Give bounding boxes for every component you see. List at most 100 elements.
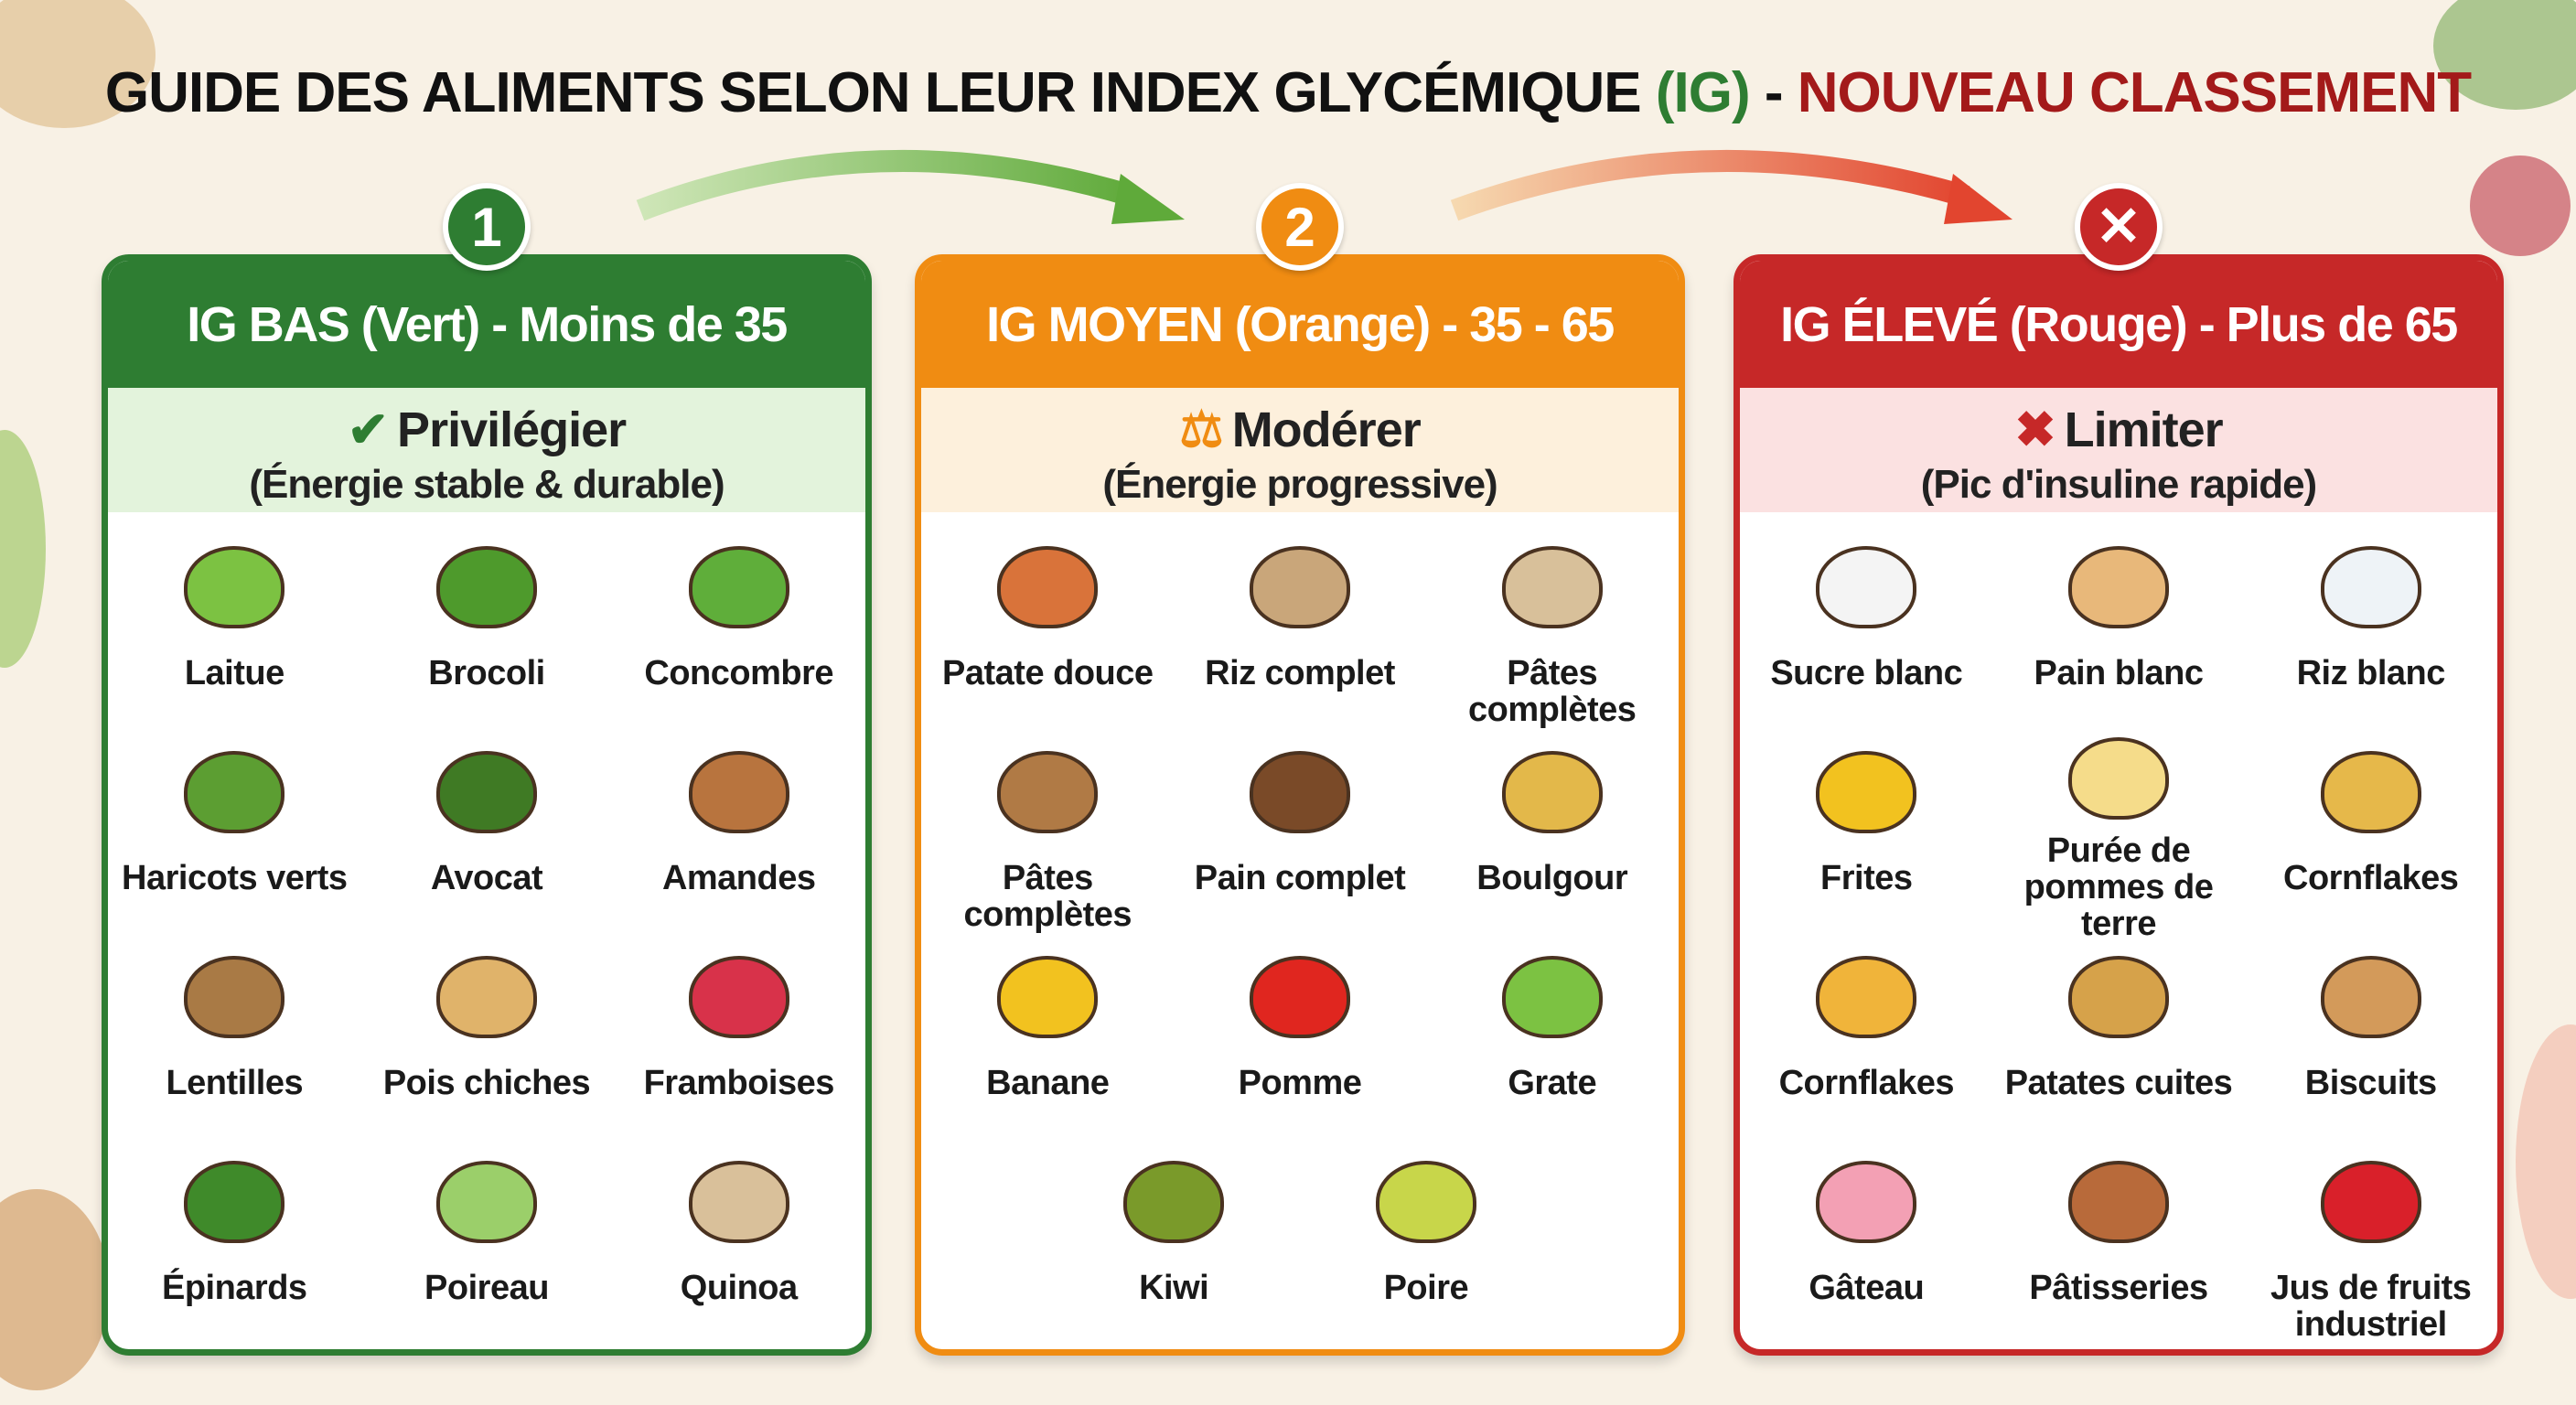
food-illustration-icon [1807, 532, 1926, 642]
food-item: Pomme [1174, 942, 1426, 1147]
food-item: Pain complet [1174, 737, 1426, 942]
food-label: Boulgour [1476, 859, 1628, 897]
food-label: Framboises [643, 1064, 835, 1102]
food-item: Boulgour [1426, 737, 1679, 942]
food-item: Pâtes complètes [921, 737, 1174, 942]
food-grid: Sucre blanc Pain blanc Riz blanc Frites Puré… [1740, 512, 2497, 1349]
food-illustration-icon [1493, 532, 1612, 642]
progression-arrows [636, 149, 2012, 224]
food-grid: Patate douce Riz complet Pâtes complètes Pâ… [921, 512, 1679, 1349]
food-item: Avocat [360, 737, 613, 942]
page-title: GUIDE DES ALIMENTS SELON LEUR INDEX GLYC… [0, 60, 2576, 125]
panel-header: IG BAS (Vert) - Moins de 35 [108, 261, 865, 388]
panel-subheader: ✖ Limiter (Pic d'insuline rapide) [1740, 388, 2497, 512]
step-badge-medium: 2 [1256, 183, 1344, 271]
food-item: Sucre blanc [1740, 532, 1992, 737]
food-illustration-icon [1114, 1147, 1233, 1257]
step-badge-high: ✕ [2075, 183, 2163, 271]
food-illustration-icon [680, 532, 799, 642]
food-illustration-icon [988, 942, 1107, 1052]
food-item: Poire [1300, 1147, 1552, 1349]
food-item: Lentilles [108, 942, 360, 1147]
decorative-peas [0, 430, 46, 668]
food-illustration-icon [1240, 532, 1359, 642]
food-label: Amandes [661, 859, 816, 897]
food-illustration-icon [2059, 942, 2178, 1052]
food-label: Jus de fruits industriel [2270, 1269, 2472, 1344]
food-item: Poireau [360, 1147, 613, 1349]
food-item: Jus de fruits industriel [2245, 1147, 2497, 1349]
food-label: Patates cuites [2004, 1064, 2233, 1102]
title-main: GUIDE DES ALIMENTS SELON LEUR INDEX GLYC… [104, 61, 1656, 124]
food-illustration-icon [175, 532, 294, 642]
panel-note: (Énergie stable & durable) [249, 462, 724, 507]
food-illustration-icon [175, 737, 294, 847]
food-item: Amandes [613, 737, 865, 942]
food-label: Haricots verts [122, 859, 348, 897]
food-item: Banane [921, 942, 1174, 1147]
food-label: Patate douce [942, 654, 1154, 692]
food-label: Avocat [430, 859, 543, 897]
food-label: Poire [1383, 1269, 1469, 1307]
food-illustration-icon [1807, 942, 1926, 1052]
food-item: Framboises [613, 942, 865, 1147]
food-item: Purée de pommes de terre [1992, 737, 2245, 942]
panel-header: IG ÉLEVÉ (Rouge) - Plus de 65 [1740, 261, 2497, 388]
panel-action: ✔ Privilégier [108, 401, 865, 458]
food-illustration-icon [1493, 737, 1612, 847]
food-label: Biscuits [2304, 1064, 2437, 1102]
panel-subheader: ✔ Privilégier (Énergie stable & durable) [108, 388, 865, 512]
food-item: Riz complet [1174, 532, 1426, 737]
panel-header: IG MOYEN (Orange) - 35 - 65 [921, 261, 1679, 388]
food-illustration-icon [427, 532, 546, 642]
food-item: Pâtisseries [1992, 1147, 2245, 1349]
food-item: Cornflakes [1740, 942, 1992, 1147]
food-label: Cornflakes [2283, 859, 2459, 897]
food-label: Lentilles [166, 1064, 304, 1102]
panel-note: (Pic d'insuline rapide) [1920, 462, 2317, 507]
arrow-head [1944, 174, 2012, 224]
food-item: Kiwi [1047, 1147, 1300, 1349]
food-illustration-icon [988, 737, 1107, 847]
food-illustration-icon [680, 1147, 799, 1257]
food-label: Riz complet [1205, 654, 1395, 692]
food-label: Épinards [161, 1269, 307, 1307]
food-illustration-icon [2312, 1147, 2431, 1257]
food-label: Frites [1820, 859, 1913, 897]
food-item: Concombre [613, 532, 865, 737]
food-item: Patate douce [921, 532, 1174, 737]
food-label: Grate [1508, 1064, 1597, 1102]
title-ig: (IG) [1655, 61, 1751, 124]
panel-note: (Énergie progressive) [1102, 462, 1497, 507]
food-label: Pâtes complètes [1467, 654, 1637, 729]
food-illustration-icon [2059, 532, 2178, 642]
food-item: Cornflakes [2245, 737, 2497, 942]
action-label: Privilégier [397, 402, 627, 457]
food-label: Concombre [644, 654, 834, 692]
food-label: Gâteau [1809, 1269, 1925, 1307]
title-dash: - [1749, 61, 1798, 124]
food-item: Brocoli [360, 532, 613, 737]
food-label: Quinoa [680, 1269, 798, 1307]
check-icon: ✔ [347, 402, 389, 457]
food-illustration-icon [680, 737, 799, 847]
action-label: Modérer [1231, 402, 1422, 457]
food-label: Sucre blanc [1770, 654, 1963, 692]
food-label: Pomme [1238, 1064, 1362, 1102]
food-item: Grate [1426, 942, 1679, 1147]
food-item: Laitue [108, 532, 360, 737]
food-illustration-icon [1240, 737, 1359, 847]
panel-action: ⚖ Modérer [921, 401, 1679, 458]
food-label: Laitue [184, 654, 284, 692]
step-badge-low: 1 [443, 183, 531, 271]
food-illustration-icon [1367, 1147, 1486, 1257]
food-label: Banane [986, 1064, 1110, 1102]
title-new-ranking: NOUVEAU CLASSEMENT [1797, 61, 2472, 124]
food-item: Quinoa [613, 1147, 865, 1349]
food-illustration-icon [1240, 942, 1359, 1052]
food-item: Haricots verts [108, 737, 360, 942]
food-label: Kiwi [1139, 1269, 1209, 1307]
food-illustration-icon [1807, 1147, 1926, 1257]
food-label: Cornflakes [1778, 1064, 1955, 1102]
food-item: Biscuits [2245, 942, 2497, 1147]
